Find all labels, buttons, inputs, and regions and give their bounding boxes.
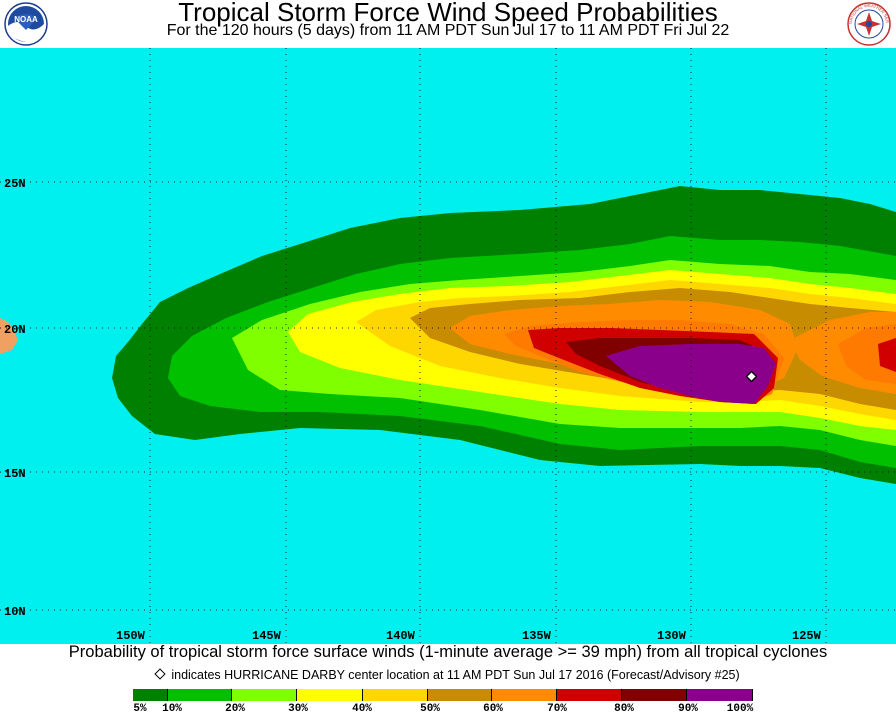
page-title: Tropical Storm Force Wind Speed Probabil… <box>178 0 718 27</box>
legend-swatch <box>133 689 168 701</box>
header: NOAA Tropical Storm Force Wind Speed Pro… <box>0 0 896 48</box>
legend-swatch <box>557 689 622 701</box>
lon-label: 130W <box>657 629 687 643</box>
legend-label: 10% <box>162 703 182 715</box>
contour-100-percent <box>606 344 776 404</box>
legend-label: 100% <box>726 703 754 715</box>
lon-label: 140W <box>386 629 416 643</box>
legend-label: 90% <box>678 703 698 715</box>
legend-label: 80% <box>614 703 634 715</box>
lat-label: 20N <box>4 323 26 337</box>
svg-text:NOAA: NOAA <box>14 15 38 24</box>
lat-label: 15N <box>4 467 26 481</box>
legend-label: 30% <box>288 703 308 715</box>
legend-label: 70% <box>547 703 567 715</box>
legend-label: 50% <box>420 703 440 715</box>
legend-swatch <box>622 689 687 701</box>
storm-center-text: indicates HURRICANE DARBY center locatio… <box>171 668 740 682</box>
legend-label: 60% <box>483 703 503 715</box>
storm-center-diamond-icon <box>745 370 758 383</box>
probability-map: 25N 20N 15N 10N 150W 145W 140W 135W 130W… <box>0 48 896 644</box>
legend-label: 40% <box>352 703 372 715</box>
diamond-marker-icon <box>154 668 167 680</box>
legend-swatch <box>297 689 363 701</box>
legend-swatch <box>168 689 232 701</box>
legend-label: 20% <box>225 703 245 715</box>
legend-swatch <box>363 689 428 701</box>
lon-label: 125W <box>792 629 822 643</box>
legend-swatch <box>232 689 297 701</box>
nws-logo-icon: NATIONAL WEATHER SERVICE <box>845 0 891 46</box>
legend-swatch <box>492 689 557 701</box>
legend-label: 5% <box>133 703 147 715</box>
page-subtitle: For the 120 hours (5 days) from 11 AM PD… <box>166 22 730 39</box>
map-svg: 25N 20N 15N 10N 150W 145W 140W 135W 130W… <box>0 48 896 644</box>
probability-legend-bar <box>133 689 753 701</box>
legend-swatch <box>428 689 492 701</box>
noaa-logo-icon: NOAA <box>4 2 48 46</box>
lon-label: 150W <box>116 629 146 643</box>
land-hawaii <box>0 318 18 354</box>
legend-labels: 5% 10% 20% 30% 40% 50% 60% 70% 80% 90% 1… <box>0 703 896 716</box>
lat-label: 25N <box>4 177 26 191</box>
storm-center-note: indicates HURRICANE DARBY center locatio… <box>0 668 896 682</box>
lon-label: 135W <box>522 629 552 643</box>
legend-swatch <box>687 689 753 701</box>
lon-label: 145W <box>252 629 282 643</box>
lat-label: 10N <box>4 605 26 619</box>
map-caption: Probability of tropical storm force surf… <box>68 643 828 661</box>
